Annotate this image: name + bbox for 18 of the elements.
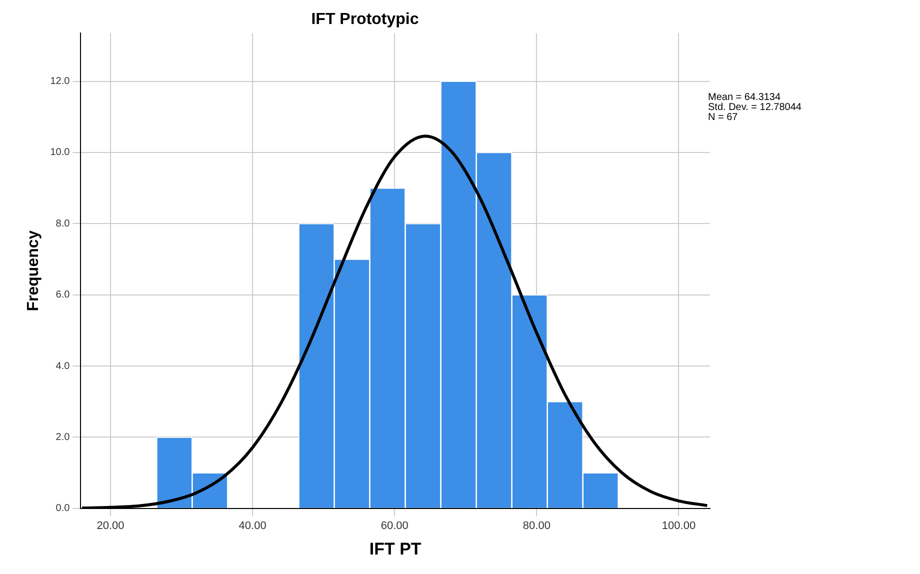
x-tick-label: 60.00 <box>380 520 408 532</box>
y-tick-label: 0.0 <box>56 503 70 514</box>
x-axis-title: IFT PT <box>369 539 422 558</box>
x-tick-label: 20.00 <box>96 520 124 532</box>
y-axis-title: Frequency <box>25 230 42 312</box>
annotation: Mean = 64.3134 <box>708 92 782 103</box>
x-tick-label: 100.00 <box>662 520 696 532</box>
chart-title: IFT Prototypic <box>311 11 419 28</box>
y-tick-label: 4.0 <box>56 360 70 372</box>
y-tick-label: 8.0 <box>56 218 70 230</box>
y-tick-label: 12.0 <box>50 76 70 88</box>
x-tick-label: 40.00 <box>238 520 266 532</box>
annotation: N = 67 <box>708 112 739 123</box>
annotation: Std. Dev. = 12.78044 <box>708 102 802 113</box>
x-tick-label: 80.00 <box>522 520 550 532</box>
y-tick-label: 10.0 <box>50 147 70 158</box>
y-tick-label: 2.0 <box>56 432 70 443</box>
y-tick-label: 6.0 <box>56 290 70 301</box>
